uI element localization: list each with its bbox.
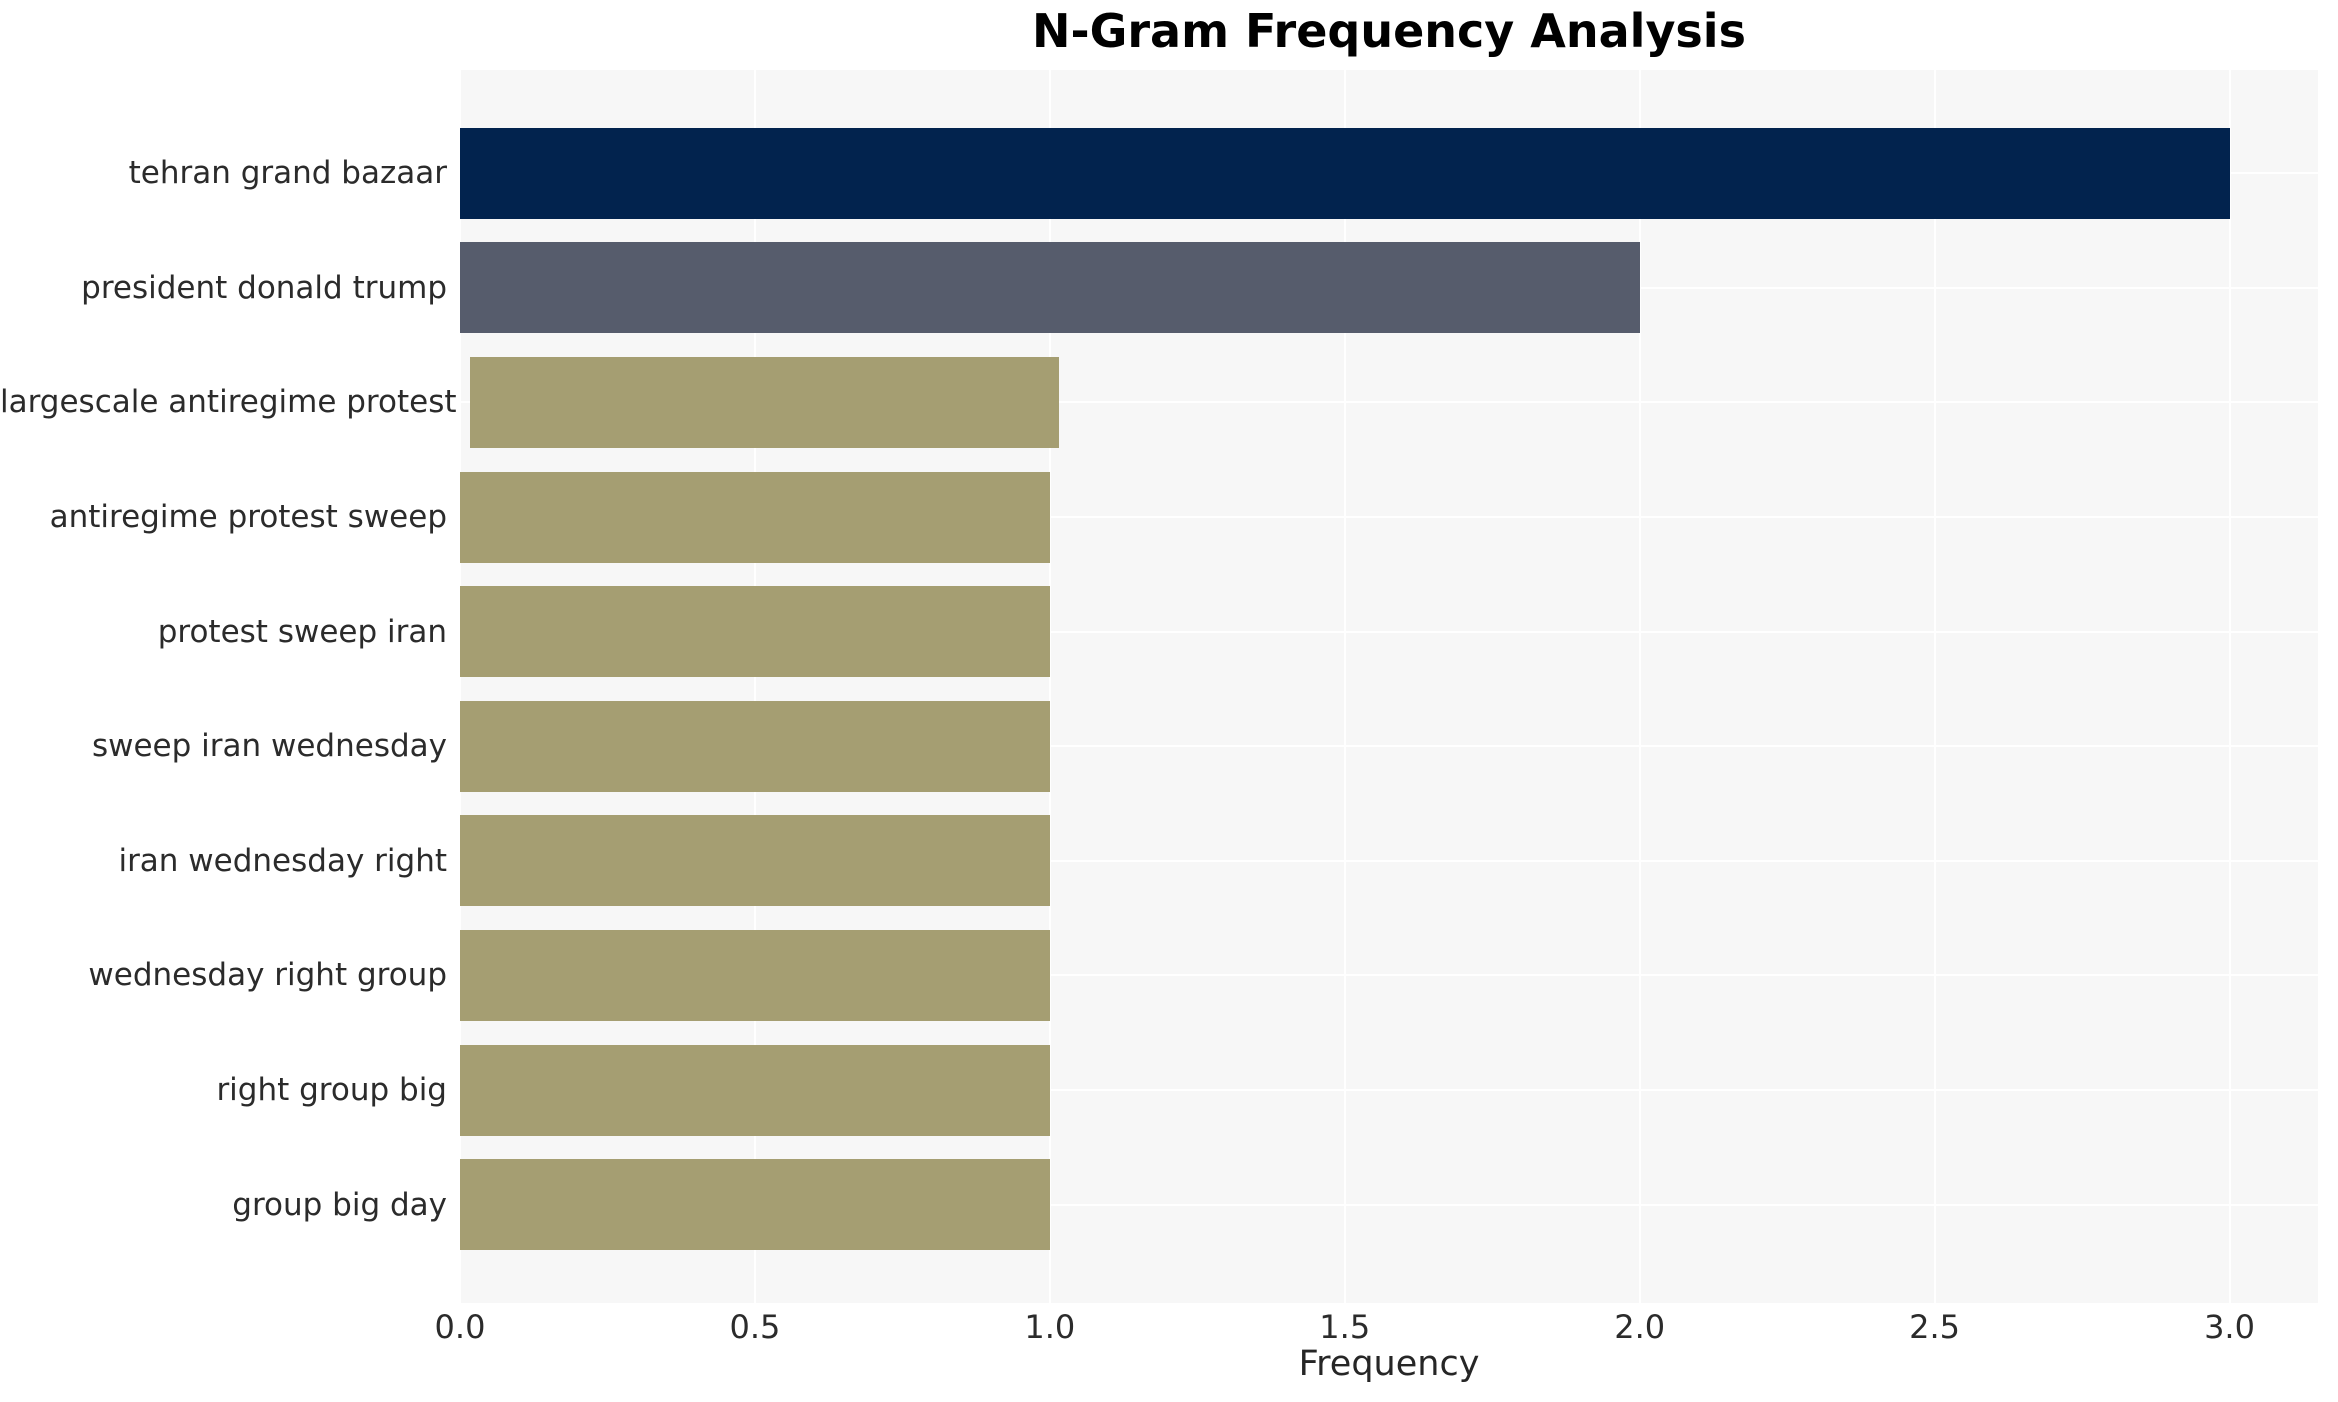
- category-label: iran wednesday right: [118, 842, 447, 879]
- bar: [460, 586, 1050, 678]
- horizontal-gridline: [460, 1089, 2318, 1092]
- x-tick-label: 3.0: [2204, 1308, 2255, 1346]
- bar: [460, 242, 1640, 334]
- x-tick-label: 2.0: [1614, 1308, 1666, 1346]
- chart-title: N-Gram Frequency Analysis: [1032, 4, 1746, 58]
- bar-rows: tehran grand bazaar president donald trum…: [0, 70, 2318, 1303]
- category-label: sweep iran wednesday: [91, 728, 447, 765]
- bar: [460, 127, 2230, 219]
- vertical-gridline: [753, 70, 756, 1303]
- category-label: group big day: [232, 1186, 447, 1223]
- bar-row: antiregime protest sweep: [0, 460, 2318, 575]
- horizontal-gridline: [460, 516, 2318, 519]
- horizontal-gridline: [460, 630, 2318, 633]
- bar: [469, 356, 1060, 448]
- category-label: antiregime protest sweep: [49, 499, 447, 536]
- category-label: largescale antiregime protest: [0, 384, 457, 421]
- vertical-gridline: [1048, 70, 1051, 1303]
- bar-row: largescale antiregime protest: [0, 345, 2318, 460]
- bar-row: wednesday right group: [0, 918, 2318, 1033]
- horizontal-gridline: [460, 859, 2318, 862]
- bar-row: tehran grand bazaar: [0, 116, 2318, 231]
- vertical-gridline: [459, 70, 461, 1303]
- bar-row: right group big: [0, 1033, 2318, 1148]
- bar-row: group big day: [0, 1147, 2318, 1262]
- bar: [460, 929, 1050, 1021]
- bar-row: sweep iran wednesday: [0, 689, 2318, 804]
- category-label: right group big: [216, 1072, 447, 1109]
- horizontal-gridline: [460, 974, 2318, 977]
- category-label: wednesday right group: [88, 957, 447, 994]
- vertical-gridline: [1933, 70, 1936, 1303]
- category-label: president donald trump: [81, 269, 447, 306]
- x-tick-label: 2.5: [1909, 1308, 1961, 1346]
- bar: [460, 700, 1050, 792]
- bar-row: iran wednesday right: [0, 804, 2318, 919]
- category-label: tehran grand bazaar: [128, 155, 447, 192]
- vertical-gridline: [1343, 70, 1346, 1303]
- horizontal-gridline: [460, 1203, 2318, 1206]
- x-axis-title: Frequency: [1298, 1344, 1480, 1384]
- vertical-gridline: [2228, 70, 2231, 1303]
- x-tick-label: 0.5: [729, 1308, 781, 1346]
- horizontal-gridline: [460, 745, 2318, 748]
- bar: [460, 815, 1050, 907]
- category-label: protest sweep iran: [157, 613, 447, 650]
- horizontal-gridline: [460, 401, 2318, 404]
- vertical-gridline: [1638, 70, 1641, 1303]
- x-tick-label: 1.5: [1319, 1308, 1371, 1346]
- bar: [460, 1044, 1050, 1136]
- x-tick-label: 0.0: [434, 1308, 486, 1346]
- bar-row: protest sweep iran: [0, 574, 2318, 689]
- bar: [460, 1159, 1050, 1251]
- bar-row: president donald trump: [0, 231, 2318, 346]
- bar: [460, 471, 1050, 563]
- x-tick-label: 1.0: [1024, 1308, 1076, 1346]
